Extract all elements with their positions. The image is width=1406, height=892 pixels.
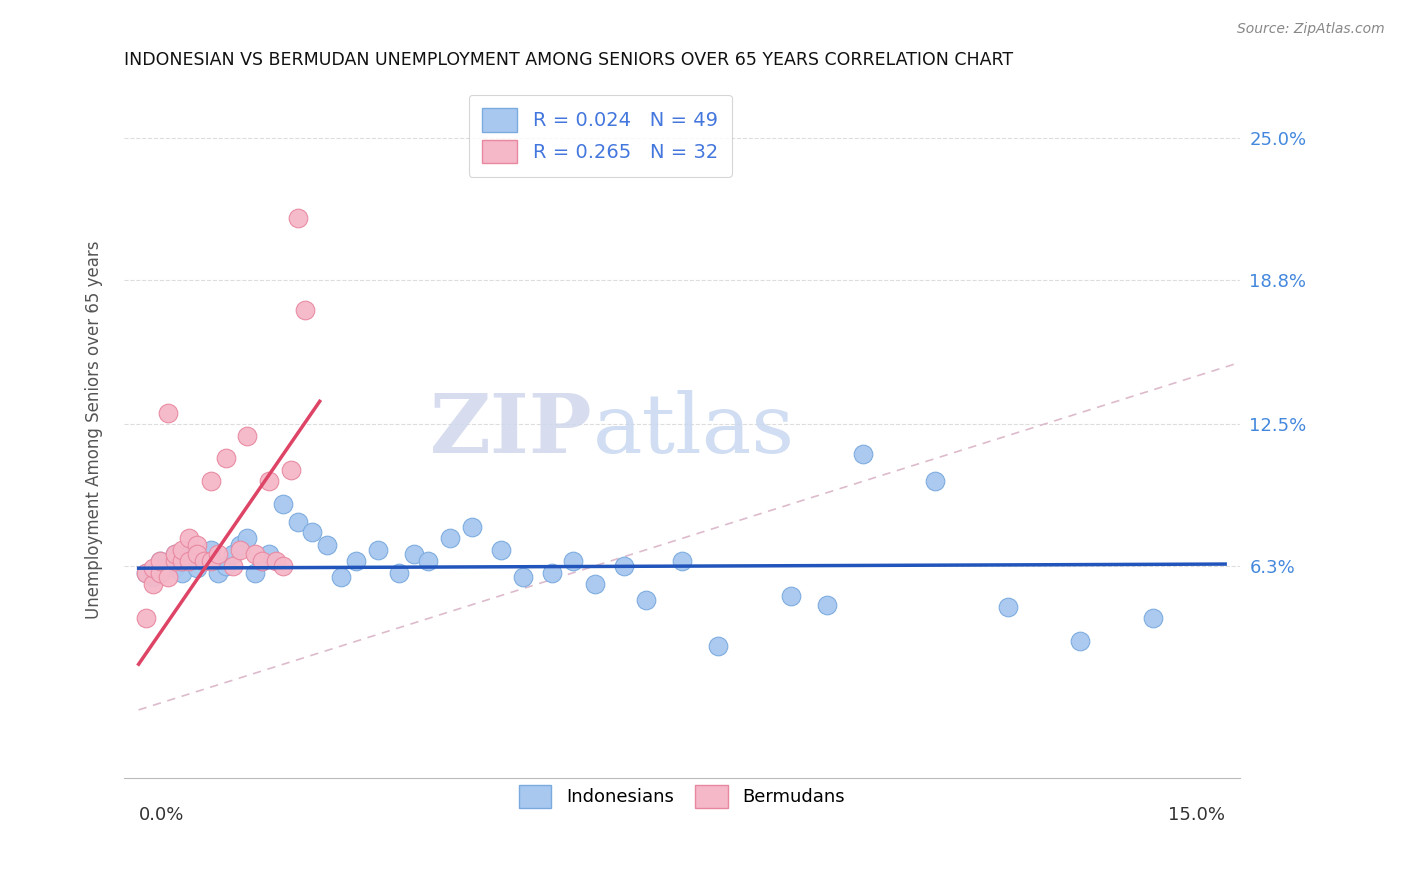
Point [186, 561, 208, 575]
Point [172, 542, 194, 557]
Point [671, 554, 693, 568]
Point [200, 554, 222, 568]
Point [287, 211, 309, 226]
Text: 0.0%: 0.0% [139, 805, 184, 824]
Point [243, 566, 266, 580]
Point [418, 554, 440, 568]
Point [142, 570, 165, 584]
Point [193, 554, 215, 568]
Point [257, 475, 280, 489]
Point [229, 542, 252, 557]
Point [562, 554, 585, 568]
Point [200, 542, 222, 557]
Point [301, 524, 323, 539]
Point [135, 611, 157, 625]
Point [367, 542, 389, 557]
Point [200, 475, 222, 489]
Point [142, 561, 165, 575]
Point [815, 598, 838, 612]
Point [156, 406, 179, 420]
Text: Source: ZipAtlas.com: Source: ZipAtlas.com [1237, 22, 1385, 37]
Point [924, 475, 946, 489]
Point [997, 600, 1019, 615]
Point [214, 451, 236, 466]
Point [439, 532, 461, 546]
Point [250, 554, 273, 568]
Point [707, 639, 730, 653]
Point [236, 532, 259, 546]
Point [207, 566, 229, 580]
Point [163, 548, 186, 562]
Text: 15.0%: 15.0% [1168, 805, 1225, 824]
Point [330, 570, 353, 584]
Point [280, 463, 302, 477]
Point [193, 554, 215, 568]
Point [583, 577, 606, 591]
Point [512, 570, 534, 584]
Point [186, 548, 208, 562]
Point [344, 554, 367, 568]
Legend: Indonesians, Bermudans: Indonesians, Bermudans [512, 778, 852, 814]
Text: atlas: atlas [593, 390, 794, 470]
Point [489, 542, 512, 557]
Point [222, 548, 245, 562]
Point [388, 566, 411, 580]
Y-axis label: Unemployment Among Seniors over 65 years: Unemployment Among Seniors over 65 years [86, 241, 103, 619]
Point [179, 554, 201, 568]
Point [149, 554, 172, 568]
Point [1142, 611, 1164, 625]
Point [172, 554, 194, 568]
Point [287, 516, 309, 530]
Point [294, 302, 316, 317]
Point [250, 554, 273, 568]
Text: ZIP: ZIP [430, 390, 593, 470]
Point [316, 538, 339, 552]
Point [540, 566, 562, 580]
Point [257, 548, 280, 562]
Point [179, 532, 201, 546]
Point [172, 566, 194, 580]
Point [186, 538, 208, 552]
Point [207, 548, 229, 562]
Point [613, 558, 636, 573]
Text: INDONESIAN VS BERMUDAN UNEMPLOYMENT AMONG SENIORS OVER 65 YEARS CORRELATION CHAR: INDONESIAN VS BERMUDAN UNEMPLOYMENT AMON… [124, 51, 1014, 69]
Point [243, 548, 266, 562]
Point [172, 554, 194, 568]
Point [142, 577, 165, 591]
Point [852, 447, 875, 461]
Point [156, 570, 179, 584]
Point [179, 548, 201, 562]
Point [163, 548, 186, 562]
Point [135, 566, 157, 580]
Point [273, 558, 295, 573]
Point [779, 589, 801, 603]
Point [149, 554, 172, 568]
Point [461, 520, 484, 534]
Point [222, 558, 245, 573]
Point [149, 566, 172, 580]
Point [163, 561, 186, 575]
Point [236, 428, 259, 442]
Point [163, 554, 186, 568]
Point [1069, 634, 1091, 648]
Point [229, 538, 252, 552]
Point [156, 558, 179, 573]
Point [273, 497, 295, 511]
Point [214, 558, 236, 573]
Point [149, 566, 172, 580]
Point [402, 548, 425, 562]
Point [634, 593, 657, 607]
Point [264, 554, 287, 568]
Point [135, 566, 157, 580]
